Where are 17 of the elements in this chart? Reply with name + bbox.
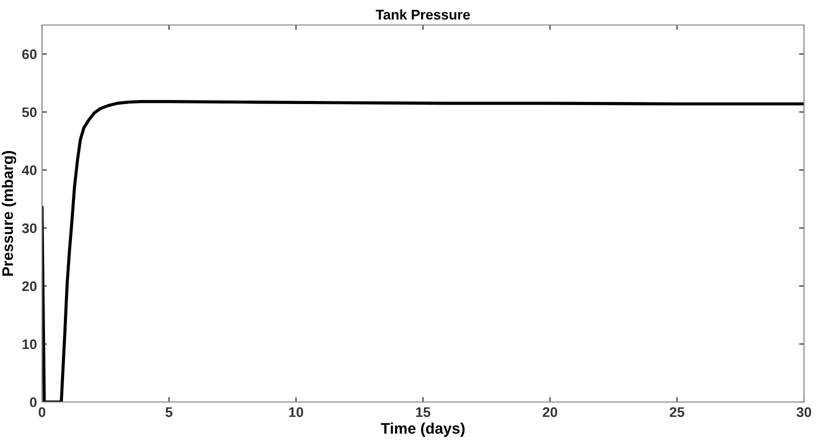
y-tick-label: 60 xyxy=(22,49,37,60)
x-tick-label: 10 xyxy=(289,407,304,418)
y-tick-label: 20 xyxy=(22,281,37,292)
x-axis-title: Time (days) xyxy=(380,422,465,437)
x-tick-label: 0 xyxy=(38,407,46,418)
y-tick-label: 0 xyxy=(30,397,37,408)
x-tick-label: 30 xyxy=(796,407,812,418)
chart-title: Tank Pressure xyxy=(376,9,470,20)
y-tick-label: 40 xyxy=(22,165,37,176)
x-tick-label: 5 xyxy=(166,407,172,418)
x-tick-label: 20 xyxy=(542,407,558,418)
y-tick-label: 10 xyxy=(22,339,37,350)
x-tick-label: 15 xyxy=(416,407,430,418)
x-tick-label: 25 xyxy=(670,407,684,418)
y-axis-title: Pressure (mbarg) xyxy=(2,151,16,276)
y-tick-label: 30 xyxy=(22,223,37,234)
y-tick-label: 50 xyxy=(22,107,37,118)
